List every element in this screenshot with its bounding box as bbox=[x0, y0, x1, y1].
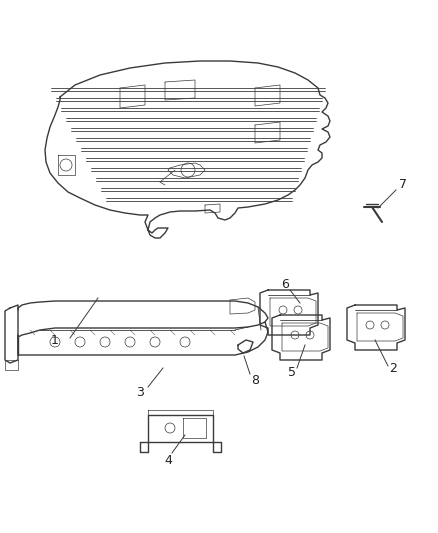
Text: 5: 5 bbox=[288, 366, 296, 378]
Text: 4: 4 bbox=[164, 454, 172, 466]
Text: 3: 3 bbox=[136, 386, 144, 400]
Text: 2: 2 bbox=[389, 361, 397, 375]
Text: 7: 7 bbox=[399, 179, 407, 191]
Text: 6: 6 bbox=[281, 279, 289, 292]
Text: 8: 8 bbox=[251, 374, 259, 386]
Text: 1: 1 bbox=[51, 334, 59, 346]
